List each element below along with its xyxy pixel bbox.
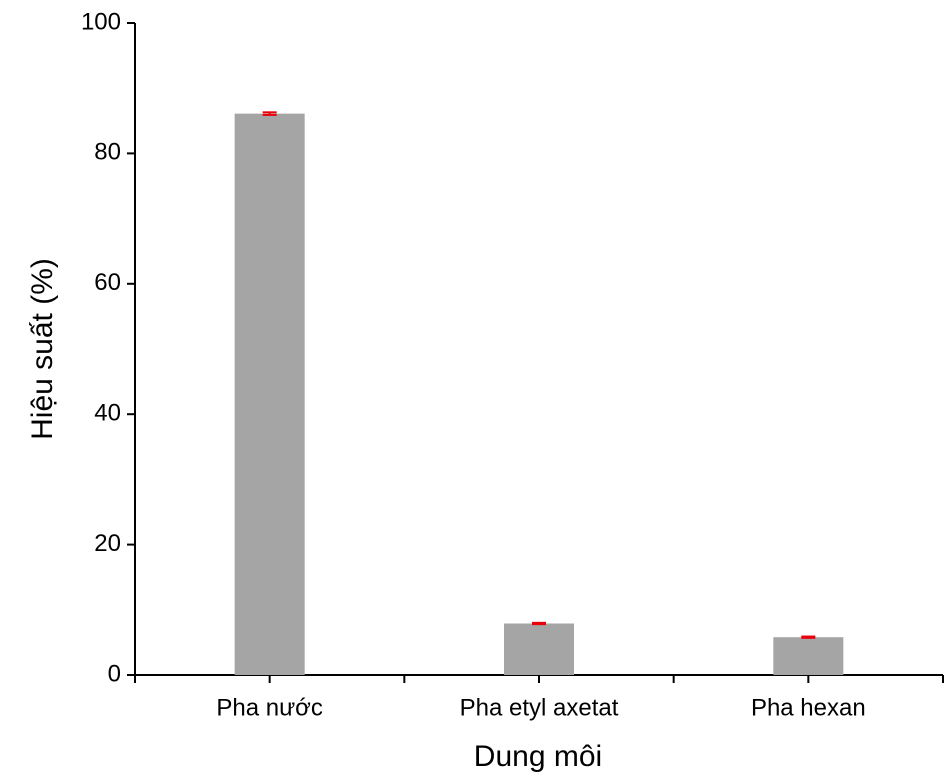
bar (234, 113, 305, 676)
error-bar (532, 621, 546, 626)
bar (503, 623, 575, 675)
y-tick-label: 0 (108, 660, 121, 687)
y-axis-title: Hiệu suất (%) (26, 258, 59, 440)
y-tick-label: 60 (94, 269, 121, 296)
y-tick-label: 40 (94, 400, 121, 427)
x-tick-label: Pha nước (216, 694, 323, 721)
x-tick-label: Pha etyl axetat (460, 694, 619, 721)
error-bar (262, 111, 277, 116)
x-axis-title: Dung môi (474, 740, 602, 773)
y-tick-label: 80 (94, 139, 121, 166)
y-tick-label: 100 (81, 8, 121, 35)
bar (773, 637, 844, 675)
error-bar (801, 635, 816, 639)
y-tick-label: 20 (94, 530, 121, 557)
x-tick-label: Pha hexan (751, 694, 866, 721)
